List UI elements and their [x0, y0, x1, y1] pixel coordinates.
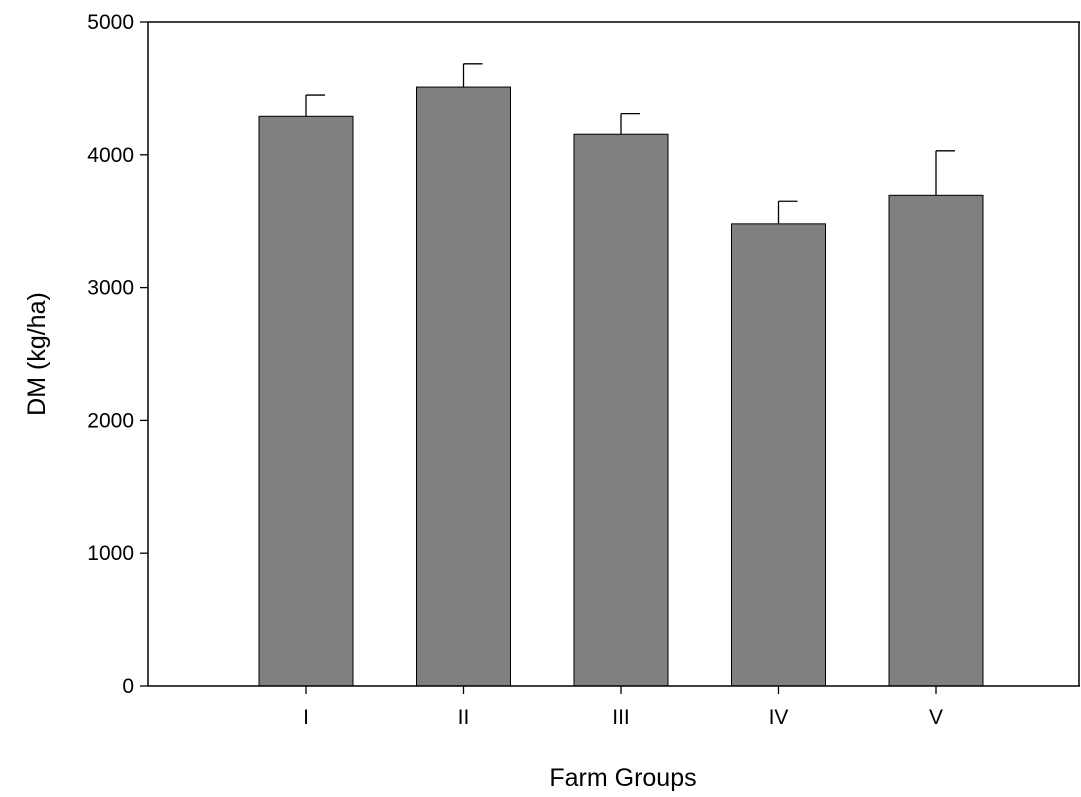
x-ticks-group: I II III IV V	[303, 686, 943, 729]
y-ticks-group: 0 1000 2000 3000 4000 5000	[87, 11, 148, 698]
bar-3	[573, 133, 669, 687]
error-bar-4	[777, 200, 798, 224]
x-axis-title: Farm Groups	[549, 764, 696, 792]
error-bar-5	[935, 150, 955, 196]
bar-4	[731, 223, 826, 687]
y-tick-label: 4000	[87, 144, 134, 167]
y-tick-label: 0	[122, 675, 134, 698]
x-tick-label: V	[929, 706, 943, 729]
x-tick-label: I	[303, 706, 309, 729]
error-bar-1	[305, 94, 325, 117]
y-tick-label: 3000	[87, 277, 134, 300]
x-tick-label: IV	[769, 706, 789, 729]
y-axis-title: DM (kg/ha)	[23, 292, 51, 416]
error-bar-3	[620, 112, 640, 135]
error-bars-group	[305, 63, 955, 224]
y-tick-label: 2000	[87, 409, 134, 432]
x-tick-label: III	[612, 706, 630, 729]
y-tick-label: 5000	[87, 11, 134, 34]
bar-2	[416, 86, 511, 687]
bars-group	[258, 86, 984, 687]
bar-5	[888, 194, 984, 687]
y-tick-label: 1000	[87, 542, 134, 565]
error-bar-2	[462, 63, 483, 88]
x-tick-label: II	[458, 706, 470, 729]
axes-group	[147, 21, 1080, 687]
bar-1	[258, 115, 354, 687]
